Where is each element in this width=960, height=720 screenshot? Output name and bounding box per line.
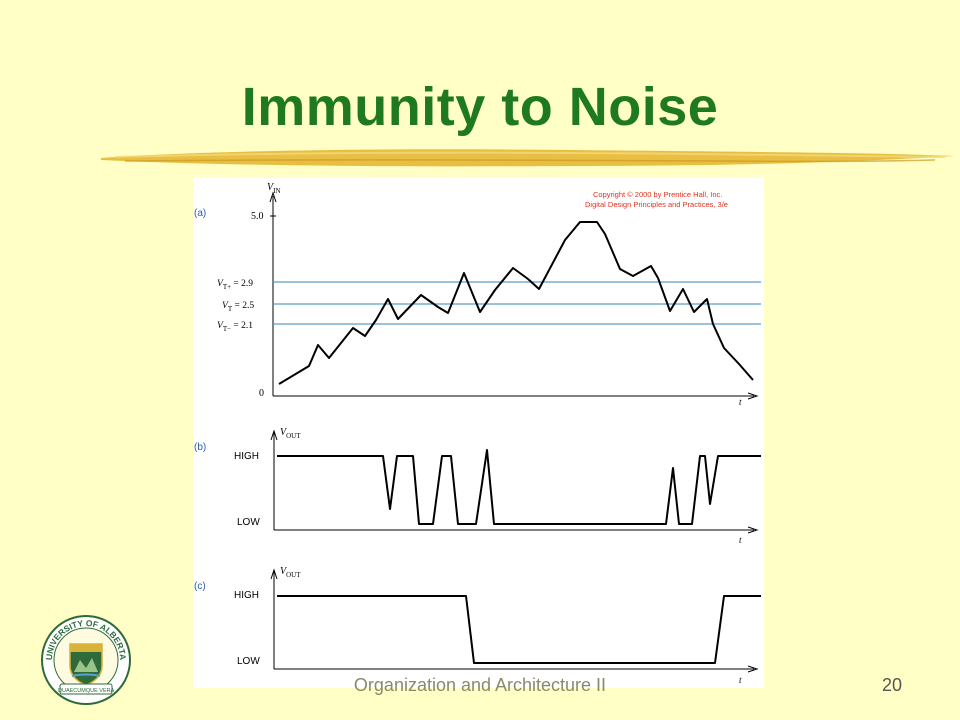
panel-b-y-arrow-icon [270,429,278,441]
copyright-line-1: Copyright © 2000 by Prentice Hall, Inc. [593,190,722,199]
panel-c-low-label: LOW [237,656,260,667]
slide-title: Immunity to Noise [241,77,719,137]
waveform-diagram: Copyright © 2000 by Prentice Hall, Inc. … [194,182,761,685]
threshold-label-vt-minus: VT− = 2.1 [217,321,253,333]
panel-c-x-arrow-icon [747,665,759,673]
vin-noisy-waveform [278,221,754,385]
title-underline-brushstroke [101,149,955,167]
panel-a-x-arrow-icon [747,392,759,400]
vout-schmitt-waveform [277,595,761,664]
crest-motto: QUAECUMQUE VERA [58,688,115,694]
panel-b-high-label: HIGH [234,451,259,462]
panel-c-high-label: HIGH [234,590,259,601]
panel-a-label: (a) [194,208,206,219]
panel-b-low-label: LOW [237,517,260,528]
vout-single-threshold-waveform [277,449,761,525]
panel-a-y-max-label: 5.0 [251,211,264,222]
panel-c-axis-label: VOUT [280,566,301,579]
university-crest-logo: UNIVERSITY OF ALBERTA QUAECUMQUE VERA [41,615,131,705]
panel-c-label: (c) [194,581,206,592]
threshold-label-vt: VT = 2.5 [222,301,254,313]
copyright-line-2: Digital Design Principles and Practices,… [585,200,728,209]
slide-footer: Organization and Architecture II [353,675,607,695]
slide-number: 20 [881,675,902,695]
panel-a-axis-label: VIN [267,182,281,195]
panel-c-y-arrow-icon [270,568,278,580]
panel-b-label: (b) [194,442,206,453]
panel-a-y-arrow-icon [269,191,277,203]
panel-b-t-label: t [739,535,742,545]
panel-c-t-label: t [739,675,742,685]
panel-b-axis-label: VOUT [280,427,301,440]
panel-a-t-label: t [739,397,742,407]
panel-b-x-arrow-icon [747,526,759,534]
panel-a-y-zero-label: 0 [259,388,264,399]
schmitt-trigger-figure: Copyright © 2000 by Prentice Hall, Inc. … [193,178,764,688]
threshold-label-vt-plus: VT+ = 2.9 [217,279,253,291]
